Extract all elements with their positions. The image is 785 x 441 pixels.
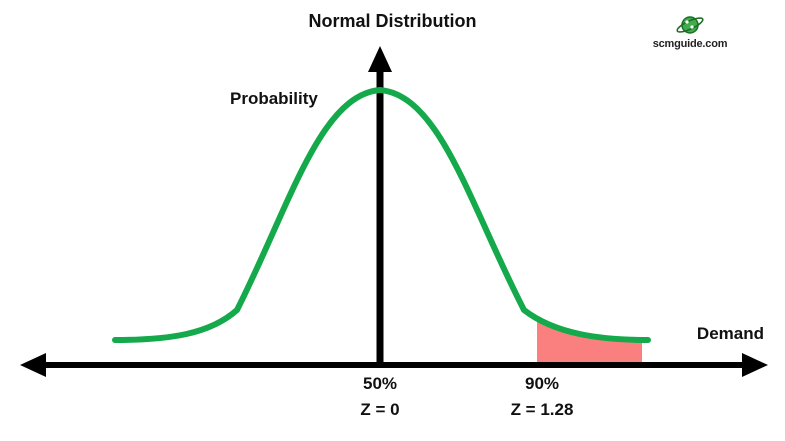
scmguide-logo: scmguide.com [650,14,730,56]
planet-globe-icon [676,16,704,34]
y-axis-arrow [368,46,392,72]
y-axis-label: Probability [230,89,318,108]
x-axis-left-arrow [20,353,46,377]
bell-curve [112,87,651,343]
marker-50-z-label: Z = 0 [360,400,400,419]
marker-90-percent-label: 90% [524,374,560,393]
marker-50-percent-label: 50% [362,374,398,393]
logo-text: scmguide.com [652,38,728,50]
x-axis-label: Demand [696,324,764,343]
diagram-title: Normal Distribution [308,11,477,31]
marker-90-z-label: Z = 1.28 [510,400,574,419]
x-axis-right-arrow [742,353,768,377]
